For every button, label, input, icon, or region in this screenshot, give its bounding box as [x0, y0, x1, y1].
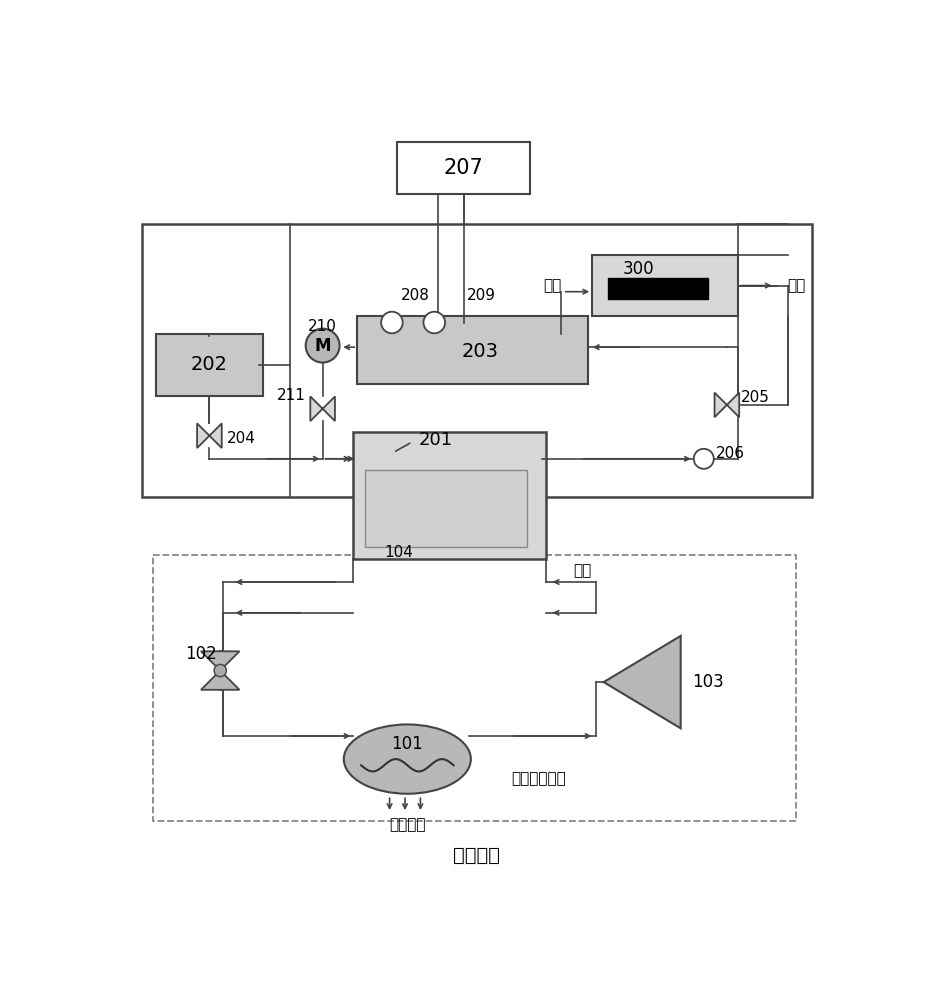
- Bar: [607, 278, 708, 299]
- Bar: [353, 432, 546, 559]
- Polygon shape: [197, 423, 221, 448]
- Polygon shape: [201, 651, 239, 671]
- Circle shape: [694, 449, 714, 469]
- Text: M: M: [314, 337, 331, 355]
- Polygon shape: [604, 636, 681, 728]
- Text: 211: 211: [277, 388, 306, 403]
- Text: 209: 209: [467, 288, 496, 303]
- Bar: [592, 255, 738, 316]
- Text: 冷却介质流向: 冷却介质流向: [512, 772, 566, 787]
- Text: 206: 206: [716, 446, 745, 461]
- Text: 210: 210: [308, 319, 337, 334]
- Text: 202: 202: [191, 355, 228, 374]
- Bar: [141, 224, 812, 497]
- Polygon shape: [311, 396, 335, 421]
- Text: 207: 207: [444, 158, 484, 178]
- Bar: [365, 470, 526, 547]
- Polygon shape: [714, 393, 739, 417]
- Text: 201: 201: [418, 431, 453, 449]
- Text: 102: 102: [185, 645, 217, 663]
- Text: 热水: 热水: [543, 278, 561, 293]
- Text: 205: 205: [740, 390, 770, 405]
- Bar: [397, 142, 530, 194]
- Circle shape: [306, 329, 339, 363]
- Text: 203: 203: [462, 342, 499, 361]
- Circle shape: [423, 312, 445, 333]
- Text: 文本: 文本: [573, 563, 591, 578]
- Text: 103: 103: [692, 673, 724, 691]
- Text: 空调机组: 空调机组: [453, 846, 500, 865]
- Circle shape: [214, 664, 226, 677]
- Text: 沫水: 沫水: [788, 278, 806, 293]
- Bar: [153, 555, 796, 821]
- Text: 室内冷气: 室内冷气: [389, 817, 426, 832]
- Text: 101: 101: [392, 735, 423, 753]
- Ellipse shape: [344, 724, 471, 794]
- Text: 208: 208: [401, 288, 430, 303]
- Text: 300: 300: [622, 260, 654, 278]
- Text: 104: 104: [384, 545, 413, 560]
- Bar: [155, 334, 263, 396]
- Circle shape: [381, 312, 403, 333]
- Text: 204: 204: [226, 431, 255, 446]
- Bar: [357, 316, 589, 384]
- Polygon shape: [201, 671, 239, 690]
